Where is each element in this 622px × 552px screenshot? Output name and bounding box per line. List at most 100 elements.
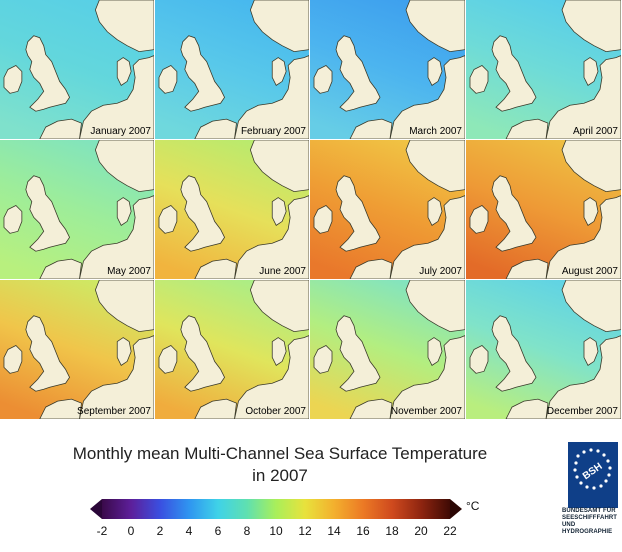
land-continent — [79, 55, 154, 139]
colorbar-left-arrow — [90, 499, 102, 519]
land-denmark — [583, 197, 599, 226]
land-great-britain — [491, 315, 537, 392]
land-denmark — [583, 57, 599, 86]
land-great-britain — [180, 35, 226, 112]
map-panel: June 2007 — [155, 140, 310, 280]
land-great-britain — [491, 175, 537, 252]
map-panel: May 2007 — [0, 140, 155, 280]
land-ireland — [313, 65, 333, 94]
colorbar-tick-label: 22 — [443, 524, 457, 538]
land-france — [39, 398, 82, 419]
land-great-britain — [491, 35, 537, 112]
map-month-label: May 2007 — [107, 266, 151, 277]
land-ireland — [313, 205, 333, 234]
map-month-label: February 2007 — [240, 126, 306, 137]
land-norway — [94, 0, 154, 53]
land-continent — [545, 195, 621, 279]
land-great-britain — [180, 175, 226, 252]
land-norway — [561, 280, 621, 333]
map-month-label: July 2007 — [419, 266, 462, 277]
land-ireland — [469, 345, 489, 374]
land-continent — [234, 55, 309, 139]
colorbar-gradient — [102, 499, 450, 519]
map-panel: March 2007 — [310, 0, 466, 140]
land-continent — [389, 55, 465, 139]
map-panel: October 2007 — [155, 280, 310, 420]
figure-title: Monthly mean Multi-Channel Sea Surface T… — [20, 443, 540, 487]
figure-title-line1: Monthly mean Multi-Channel Sea Surface T… — [72, 444, 488, 463]
colorbar — [90, 498, 462, 520]
map-panel: April 2007 — [466, 0, 622, 140]
land-ireland — [158, 65, 178, 94]
map-panel: July 2007 — [310, 140, 466, 280]
land-denmark — [427, 197, 443, 226]
land-ireland — [3, 345, 23, 374]
land-continent — [389, 335, 465, 419]
map-panel: February 2007 — [155, 0, 310, 140]
bsh-logo-text: BUNDESAMT FÜR SEESCHIFFFAHRT UND HYDROGR… — [562, 508, 618, 535]
land-great-britain — [335, 175, 381, 252]
land-denmark — [271, 337, 287, 366]
colorbar-tick-label: 8 — [243, 524, 251, 538]
land-norway — [561, 140, 621, 193]
land-ireland — [3, 205, 23, 234]
land-great-britain — [25, 315, 71, 392]
land-ireland — [469, 205, 489, 234]
land-great-britain — [180, 315, 226, 392]
land-france — [194, 258, 237, 279]
land-norway — [249, 0, 309, 53]
colorbar-tick-label: 6 — [214, 524, 222, 538]
land-denmark — [116, 337, 132, 366]
map-panel: January 2007 — [0, 0, 155, 140]
land-france — [194, 398, 237, 419]
map-panel: September 2007 — [0, 280, 155, 420]
map-month-label: September 2007 — [77, 406, 151, 417]
land-ireland — [158, 205, 178, 234]
land-great-britain — [335, 315, 381, 392]
land-denmark — [427, 57, 443, 86]
colorbar-tick-label: 20 — [414, 524, 428, 538]
land-norway — [94, 280, 154, 333]
colorbar-tick-label: 12 — [298, 524, 312, 538]
land-continent — [234, 195, 309, 279]
colorbar-tick-label: 14 — [327, 524, 341, 538]
colorbar-tick-label: 10 — [269, 524, 283, 538]
land-denmark — [116, 57, 132, 86]
figure-title-line2: in 2007 — [252, 466, 308, 485]
colorbar-unit: °C — [466, 499, 480, 513]
colorbar-tick-label: 2 — [156, 524, 164, 538]
map-month-label: June 2007 — [259, 266, 306, 277]
colorbar-tick-label: 16 — [356, 524, 370, 538]
land-continent — [79, 335, 154, 419]
land-continent — [79, 195, 154, 279]
colorbar-tick-label: 0 — [127, 524, 135, 538]
land-france — [349, 118, 393, 139]
land-france — [505, 118, 549, 139]
land-france — [505, 398, 549, 419]
map-month-label: January 2007 — [90, 126, 151, 137]
land-ireland — [158, 345, 178, 374]
land-france — [39, 118, 82, 139]
map-grid: January 2007 February 2007 March 2007 April… — [0, 0, 622, 420]
bsh-logo: BSH — [568, 442, 618, 508]
map-panel: August 2007 — [466, 140, 622, 280]
map-panel: December 2007 — [466, 280, 622, 420]
land-ireland — [469, 65, 489, 94]
map-month-label: November 2007 — [390, 406, 462, 417]
land-norway — [405, 0, 465, 53]
colorbar-right-arrow — [450, 499, 462, 519]
colorbar-tick-label: -2 — [96, 524, 108, 538]
land-denmark — [271, 57, 287, 86]
land-great-britain — [25, 35, 71, 112]
land-france — [194, 118, 237, 139]
land-norway — [94, 140, 154, 193]
map-month-label: August 2007 — [561, 266, 618, 277]
land-france — [349, 258, 393, 279]
land-norway — [249, 280, 309, 333]
map-month-label: October 2007 — [245, 406, 306, 417]
colorbar-tick-label: 18 — [385, 524, 399, 538]
colorbar-tick-label: 4 — [185, 524, 193, 538]
land-denmark — [116, 197, 132, 226]
land-great-britain — [25, 175, 71, 252]
land-continent — [389, 195, 465, 279]
